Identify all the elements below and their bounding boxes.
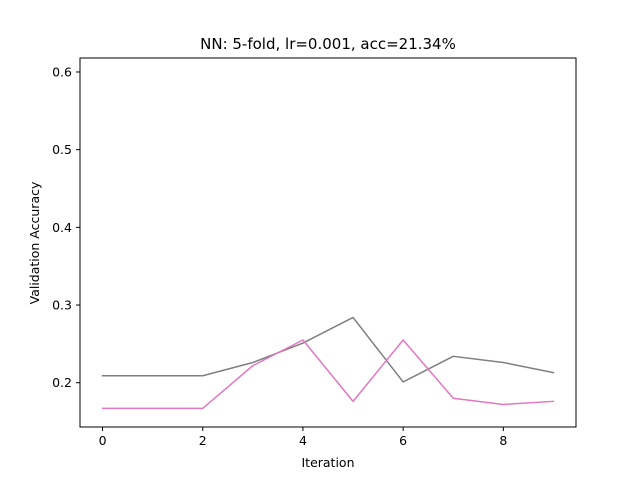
y-tick-label: 0.2	[52, 375, 72, 390]
axes-frame	[79, 57, 577, 428]
x-tick-label: 6	[399, 433, 407, 448]
series-line-1	[101, 339, 555, 410]
y-axis-label: Validation Accuracy	[27, 181, 42, 304]
y-tick-label: 0.6	[52, 64, 72, 79]
y-tick-label: 0.3	[52, 298, 72, 313]
x-tick-label: 4	[299, 433, 307, 448]
x-tick-label: 0	[99, 433, 107, 448]
plot-area: 0 2 4 6 8 0.2 0.3 0.4 0.5 0.6	[52, 57, 577, 448]
chart-title: NN: 5-fold, lr=0.001, acc=21.34%	[200, 35, 456, 53]
y-tick-label: 0.5	[52, 142, 72, 157]
x-tick-label: 2	[199, 433, 207, 448]
x-tick-label: 8	[499, 433, 507, 448]
x-axis-label: Iteration	[301, 455, 354, 470]
series-line-0	[101, 316, 555, 383]
y-tick-label: 0.4	[52, 220, 72, 235]
